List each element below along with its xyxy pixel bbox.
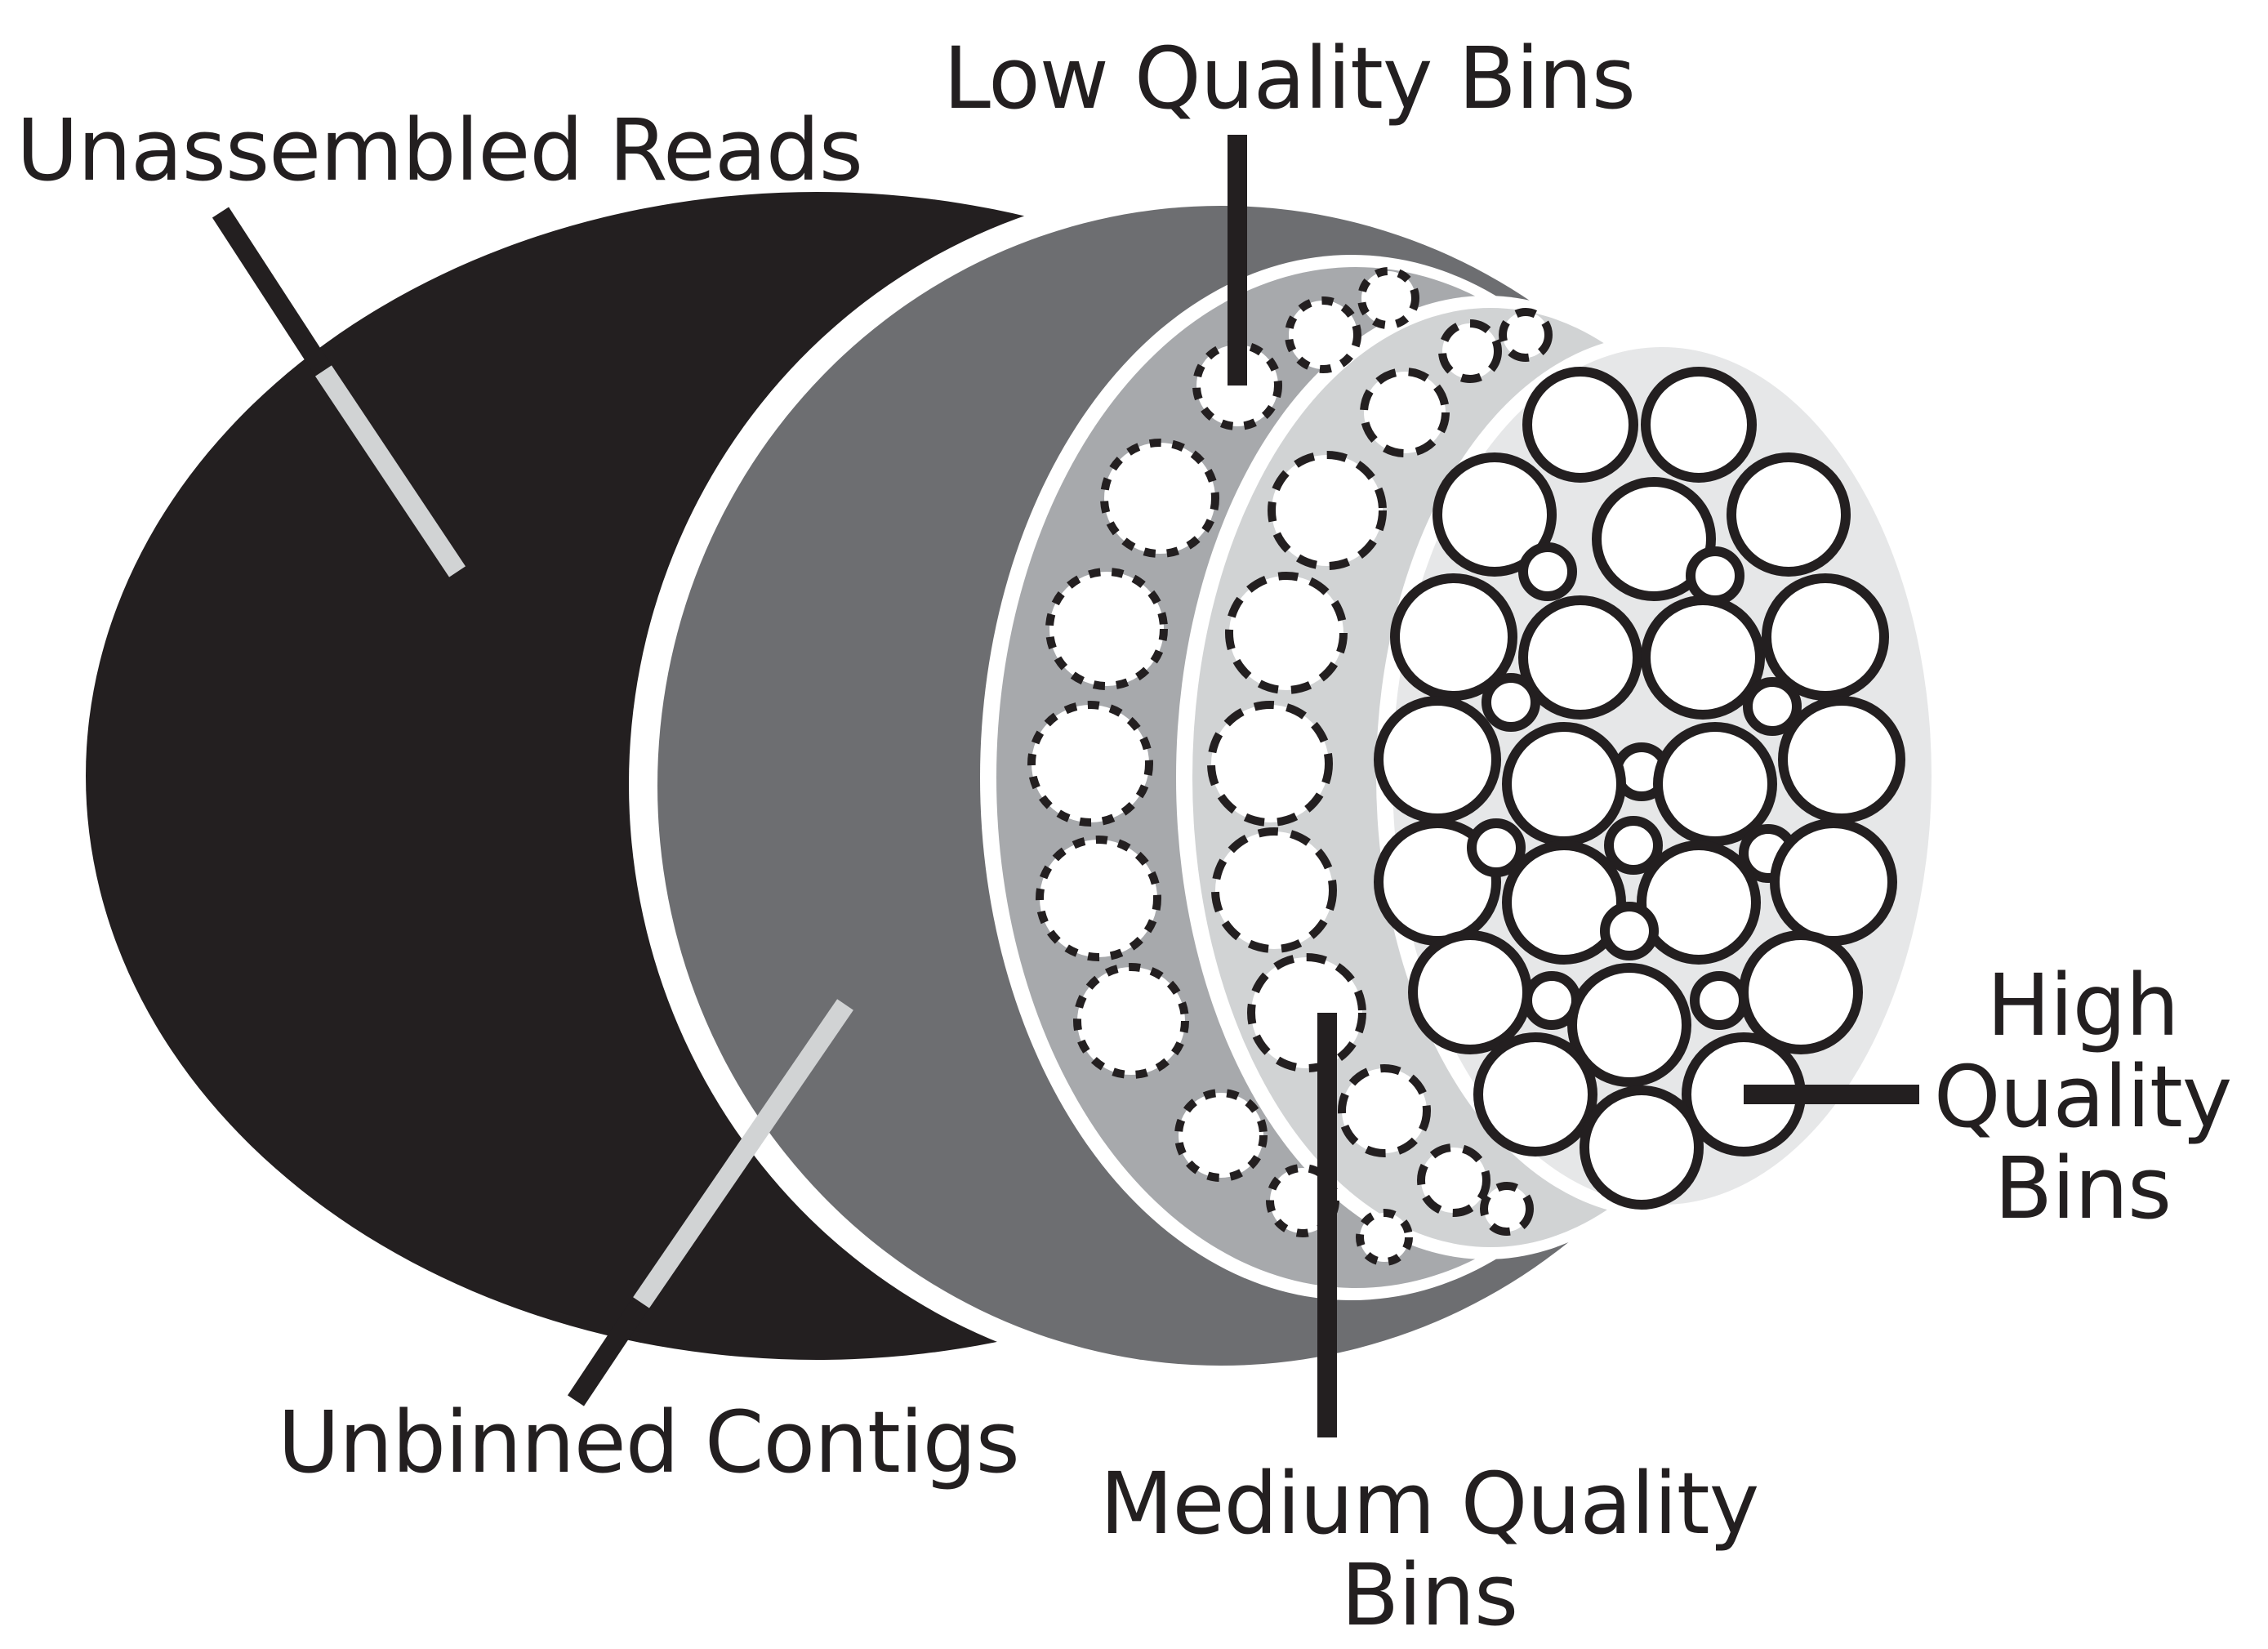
unbinned-contigs-leader-light [633,999,853,1308]
medium-quality-bin [1225,572,1348,694]
high-quality-bin [1653,722,1777,846]
high-quality-label-line1: High [1986,956,2179,1055]
unbinned-contigs-leader [568,1297,649,1406]
high-quality-bin [1567,963,1691,1087]
high-quality-bin [1686,546,1744,605]
high-quality-bin [1473,1032,1597,1157]
high-quality-bin [1637,840,1761,965]
high-quality-bin [1502,722,1626,846]
medium-quality-label-line1: Medium Quality [1099,1454,1760,1553]
unassembled-reads-leader-light [315,365,466,577]
high-quality-bin [1739,930,1863,1054]
low-quality-bin [1357,267,1419,329]
medium-quality-bin [1338,1064,1431,1157]
high-quality-bins-label: High Quality Bins [1927,960,2238,1234]
high-quality-bin [1743,677,1802,736]
medium-quality-bin [1360,368,1450,457]
low-quality-bin [1027,701,1153,827]
medium-quality-bin [1499,308,1553,362]
high-quality-bin [1518,595,1642,720]
unassembled-reads-leader [212,207,332,377]
high-quality-bin [1467,818,1526,877]
high-quality-bin [1592,477,1716,601]
medium-quality-bin [1247,953,1366,1072]
high-quality-bin [1390,573,1517,701]
high-quality-bin [1518,542,1577,601]
low-quality-bin [1285,296,1361,373]
high-quality-bin [1502,840,1626,965]
low-quality-bin [1174,1089,1268,1182]
unassembled-reads-label: Unassembled Reads [16,100,863,200]
medium-quality-bin [1480,1182,1534,1236]
high-quality-bin [1762,573,1889,701]
high-quality-bin [1433,452,1557,577]
unbinned-contigs-label: Unbinned Contigs [278,1393,1020,1492]
high-quality-bin [1690,971,1749,1030]
high-quality-bin [1482,673,1540,732]
medium-quality-bin [1417,1143,1490,1217]
medium-quality-label-line2: Bins [1340,1545,1518,1645]
high-quality-bin [1641,367,1757,483]
high-quality-label-line3: Bins [1994,1139,2172,1238]
low-quality-bin [1356,1209,1413,1266]
high-quality-bin [1600,902,1659,960]
high-quality-label-line2: Quality [1933,1047,2233,1147]
high-quality-bin [1641,595,1765,720]
high-quality-bin [1580,1085,1704,1210]
low-quality-bin [1036,836,1161,961]
low-quality-bin [1100,439,1219,558]
medium-quality-bins-label: Medium Quality Bins [1078,1458,1780,1641]
medium-quality-bin [1438,319,1502,383]
high-quality-bin [1770,818,1897,946]
high-quality-bin [1374,696,1501,823]
high-quality-bins [1374,367,1905,1210]
medium-quality-bin [1207,701,1333,827]
medium-quality-bin [1211,827,1337,953]
leader-lines [212,135,1919,1437]
high-quality-bin [1604,816,1663,875]
medium-quality-bins [1207,308,1553,1236]
high-quality-bin [1778,696,1905,823]
medium-quality-bin [1268,451,1387,570]
high-quality-bin [1727,452,1851,577]
high-quality-bin [1522,367,1638,483]
low-quality-bins-label: Low Quality Bins [943,29,1636,128]
low-quality-bin [1073,963,1189,1079]
low-quality-bin [1045,568,1168,690]
high-quality-bin [1408,930,1532,1054]
